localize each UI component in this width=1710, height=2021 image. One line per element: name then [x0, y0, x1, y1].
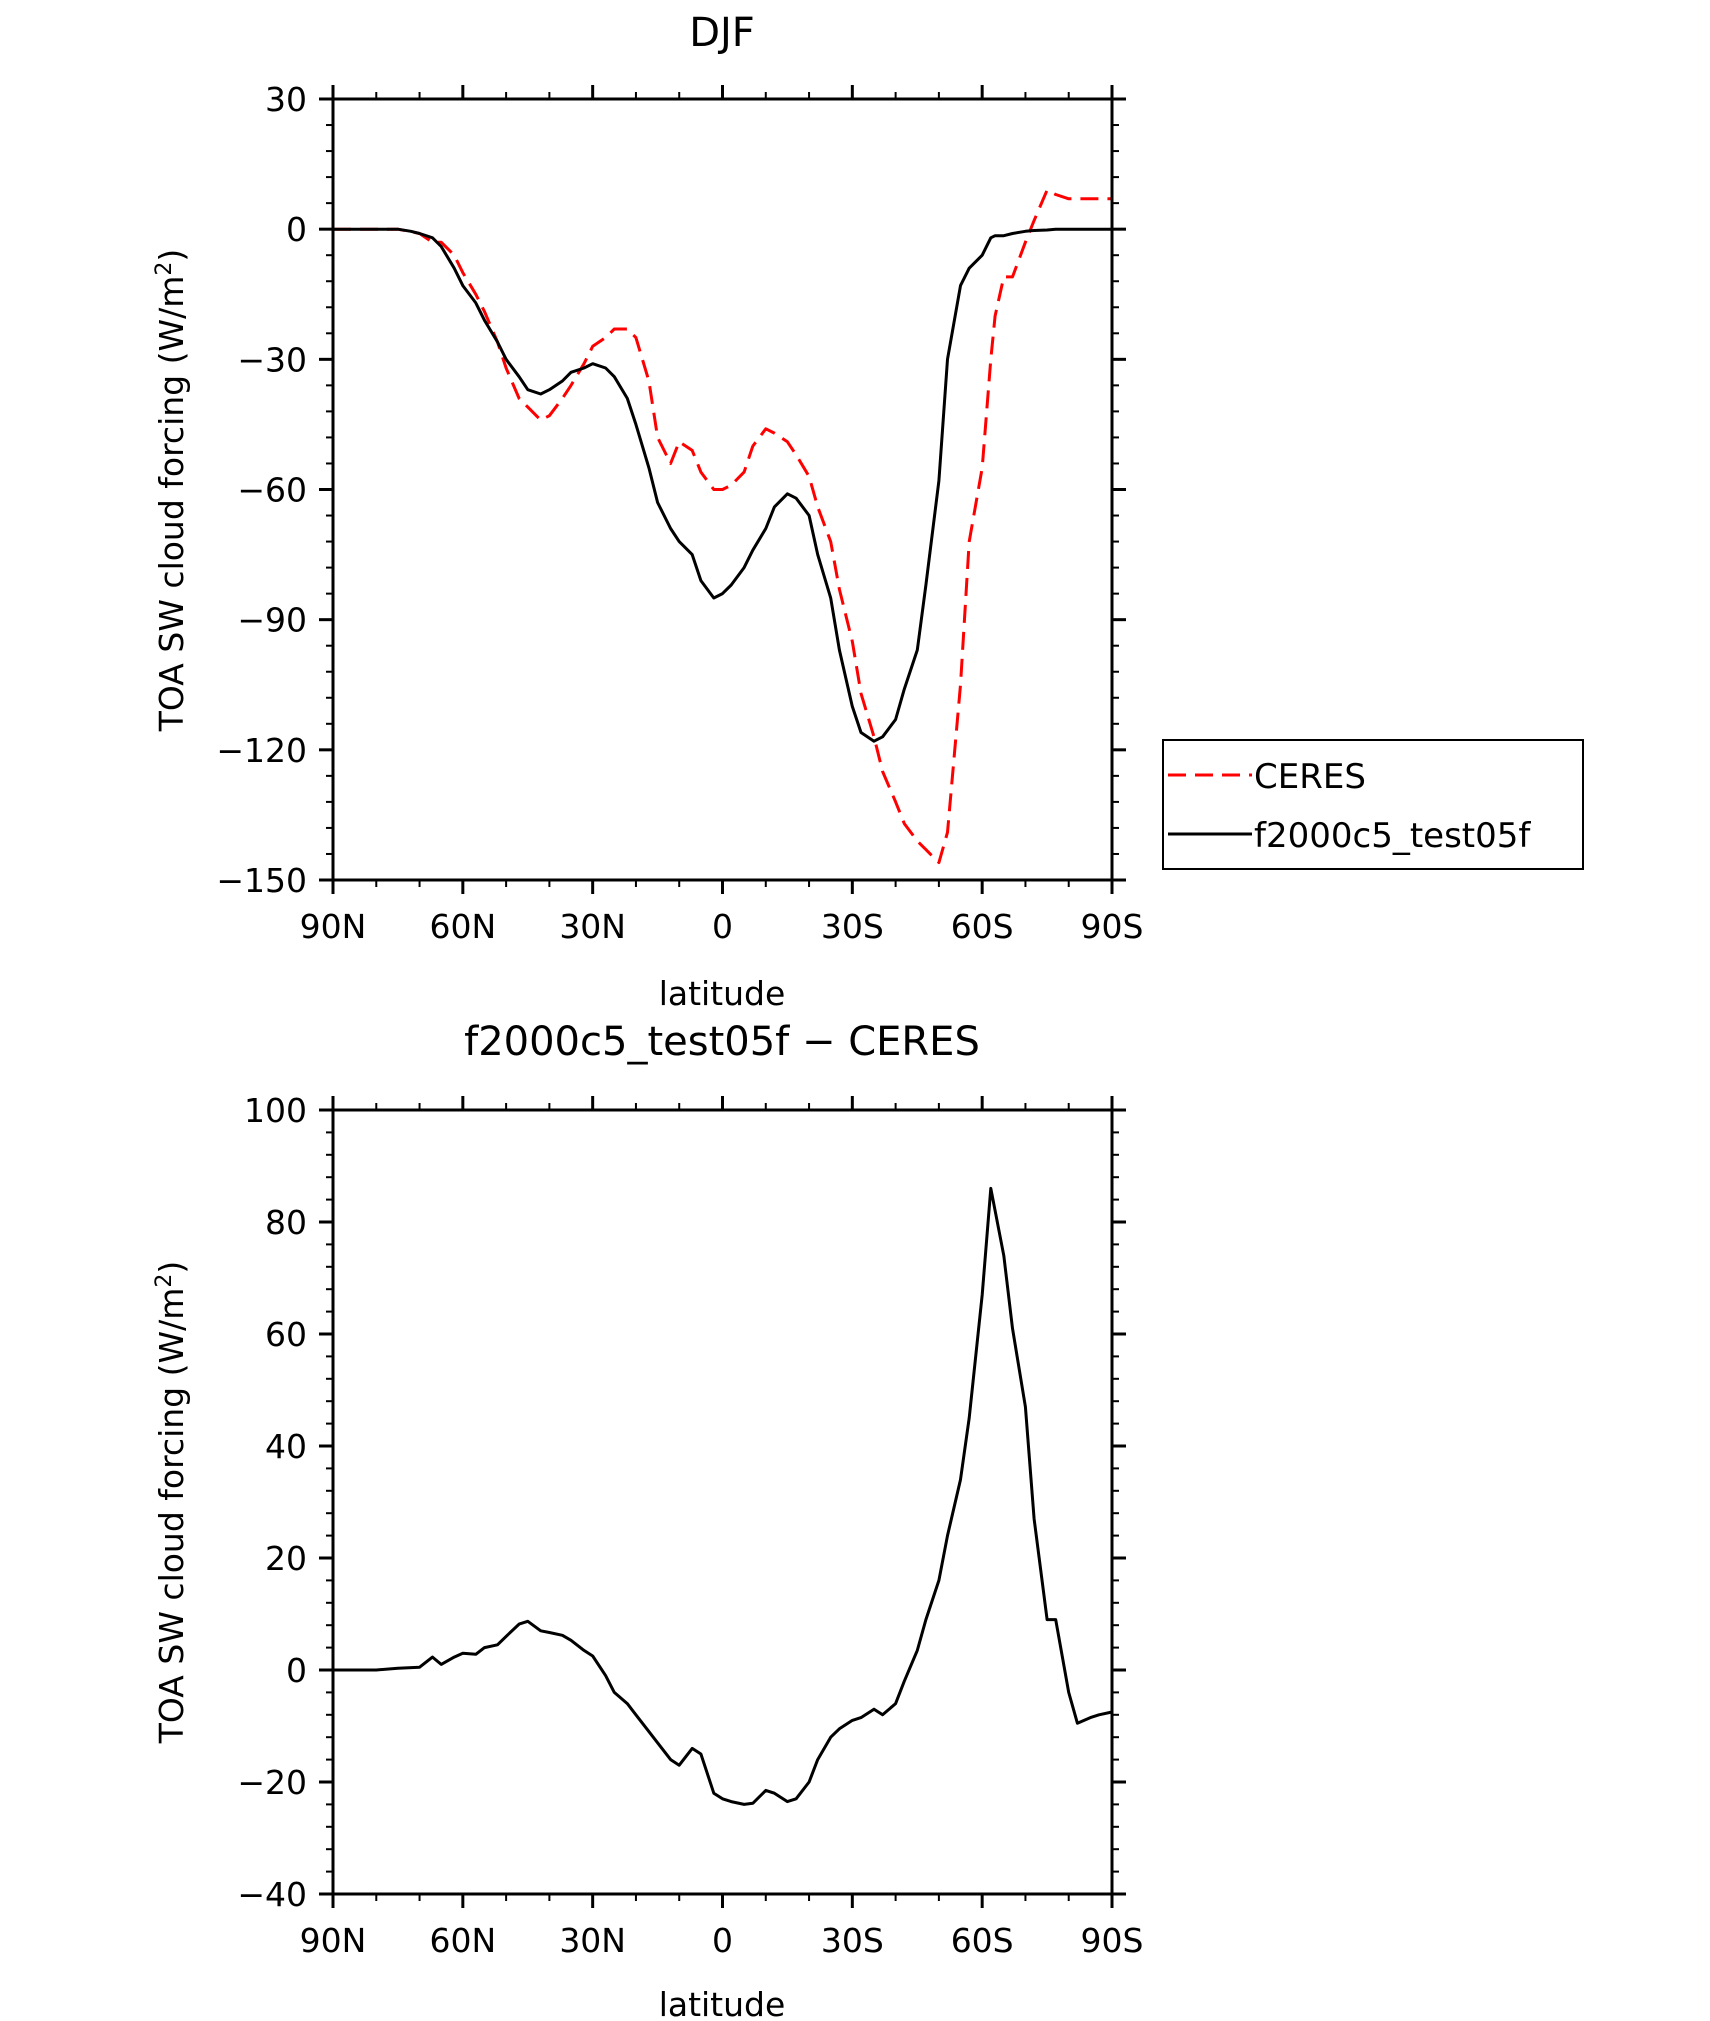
bottom-chart-y-tick-label: 0 [286, 1651, 307, 1690]
top-chart-y-tick-label: −30 [237, 340, 307, 379]
bottom-chart-title: f2000c5_test05f − CERES [464, 1019, 980, 1065]
top-chart-x-tick-label: 90N [300, 907, 367, 946]
bottom-chart-series-layer [333, 1186, 1113, 1806]
bottom-chart-series-line-difference [333, 1186, 1113, 1806]
bottom-chart-x-tick-label: 0 [712, 1921, 733, 1960]
top-chart-x-tick-label: 60N [429, 907, 496, 946]
top-chart: DJF 90N 60N 30N 0 30S 60S 90S 30 0 −30 −60 −90 −120 −… [152, 10, 1584, 1013]
legend-box [1162, 739, 1584, 870]
top-chart-y-tick-label: 30 [265, 80, 307, 119]
top-chart-x-tick-label: 90S [1081, 907, 1144, 946]
top-chart-y-tick-label: 0 [286, 210, 307, 249]
bottom-chart-y-tick-label: 100 [244, 1091, 307, 1130]
bottom-chart-y-tick-label: 60 [265, 1315, 307, 1354]
bottom-chart-x-tick-label: 30N [559, 1921, 626, 1960]
top-chart-axes: 90N 60N 30N 0 30S 60S 90S 30 0 −30 −60 −90 −120 −150 [216, 80, 1143, 946]
bottom-chart-x-tick-label: 60S [951, 1921, 1014, 1960]
top-chart-x-axis-label: latitude [659, 974, 786, 1013]
top-chart-x-tick-label: 60S [951, 907, 1014, 946]
top-chart-x-tick-label: 0 [712, 907, 733, 946]
bottom-chart-x-tick-label: 90N [300, 1921, 367, 1960]
bottom-chart-y-tick-label: 20 [265, 1539, 307, 1578]
top-chart-y-tick-label: −150 [216, 861, 307, 900]
legend-label-model: f2000c5_test05f [1254, 816, 1531, 856]
bottom-chart-x-tick-label: 30S [821, 1921, 884, 1960]
top-chart-y-tick-label: −120 [216, 731, 307, 770]
bottom-chart-x-axis-label: latitude [659, 1985, 786, 2021]
bottom-chart-y-tick-label: −40 [237, 1875, 307, 1914]
bottom-chart: f2000c5_test05f − CERES 90N 60N 30N 0 30S 60S… [152, 1019, 1144, 2021]
bottom-chart-axes: 90N 60N 30N 0 30S 60S 90S 100 80 60 40 20 0 −20 −40 [237, 1091, 1143, 1960]
top-chart-series-line-ceres [333, 188, 1112, 865]
bottom-chart-y-tick-label: 40 [265, 1427, 307, 1466]
top-chart-title: DJF [689, 10, 755, 56]
top-chart-x-tick-label: 30N [559, 907, 626, 946]
top-chart-y-axis-label: TOA SW cloud forcing (W/m2) [152, 249, 192, 733]
top-chart-series-line-f2000c5-test05f [333, 227, 1112, 743]
top-chart-series-layer [333, 188, 1112, 865]
legend-label-ceres: CERES [1254, 757, 1366, 797]
bottom-chart-y-tick-label: 80 [265, 1203, 307, 1242]
bottom-chart-x-tick-label: 60N [429, 1921, 496, 1960]
top-chart-y-tick-label: −60 [237, 471, 307, 510]
legend: CERES f2000c5_test05f [1162, 739, 1584, 870]
bottom-chart-x-tick-label: 90S [1081, 1921, 1144, 1960]
top-chart-y-tick-label: −90 [237, 601, 307, 640]
top-chart-x-tick-label: 30S [821, 907, 884, 946]
bottom-chart-y-axis-label: TOA SW cloud forcing (W/m2) [152, 1261, 192, 1745]
bottom-chart-y-tick-label: −20 [237, 1763, 307, 1802]
